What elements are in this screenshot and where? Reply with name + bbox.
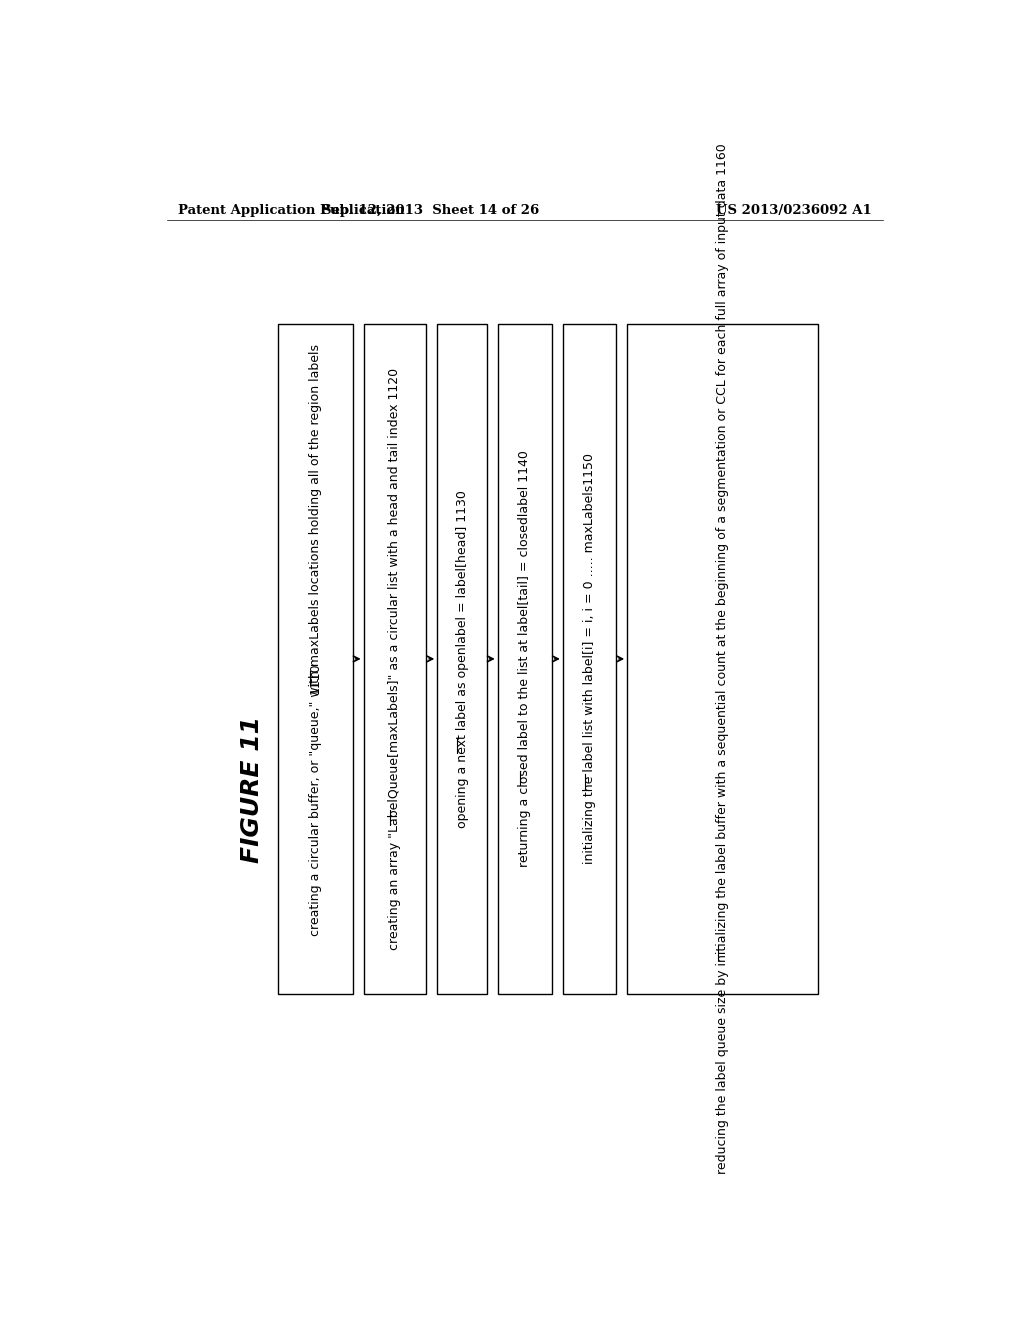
Bar xyxy=(364,323,426,994)
Text: creating an array "LabelQueue[maxLabels]" as a circular list with a head and tai: creating an array "LabelQueue[maxLabels]… xyxy=(388,368,401,950)
Text: initializing the label list with label[i] = i, i = 0 ..... maxLabels1150: initializing the label list with label[i… xyxy=(583,453,596,865)
Bar xyxy=(563,323,616,994)
Text: Sep. 12, 2013  Sheet 14 of 26: Sep. 12, 2013 Sheet 14 of 26 xyxy=(322,205,539,218)
Text: 1110: 1110 xyxy=(308,663,322,694)
Bar xyxy=(437,323,486,994)
Text: reducing the label queue size by initializing the label buffer with a sequential: reducing the label queue size by initial… xyxy=(716,144,729,1175)
Text: US 2013/0236092 A1: US 2013/0236092 A1 xyxy=(716,205,872,218)
Bar xyxy=(627,323,818,994)
Text: FIGURE 11: FIGURE 11 xyxy=(240,717,264,863)
Bar xyxy=(498,323,552,994)
Text: Patent Application Publication: Patent Application Publication xyxy=(178,205,406,218)
Text: creating a circular buffer, or "queue," with maxLabels locations holding all of : creating a circular buffer, or "queue," … xyxy=(308,343,322,936)
Text: opening a next label as openlabel = label[head] 1130: opening a next label as openlabel = labe… xyxy=(456,490,469,828)
Text: returning a closed label to the list at label[tail] = closedlabel 1140: returning a closed label to the list at … xyxy=(518,450,531,867)
Bar xyxy=(278,323,352,994)
